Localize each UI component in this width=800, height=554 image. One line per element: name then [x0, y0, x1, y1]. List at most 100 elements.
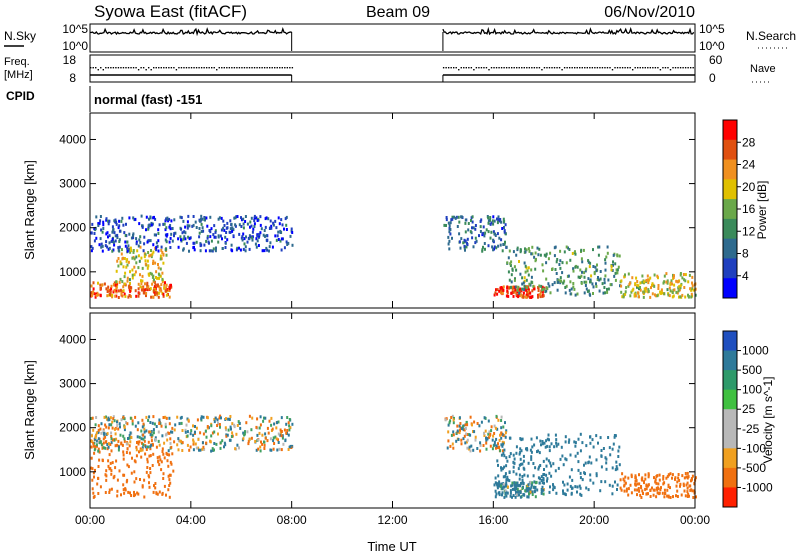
- velocity-echo-cell: [500, 482, 503, 486]
- power-echo-cell: [592, 248, 594, 252]
- velocity-echo-cell: [540, 475, 543, 479]
- freq-point: [556, 67, 558, 69]
- power-echo-cell: [683, 286, 686, 289]
- power-echo-cell: [483, 242, 486, 245]
- velocity-echo-cell: [465, 432, 468, 436]
- power-echo-cell: [153, 215, 155, 219]
- velocity-echo-cell: [134, 415, 137, 419]
- freq-point: [505, 67, 508, 69]
- power-echo-cell: [531, 295, 534, 299]
- power-echo-cell: [158, 273, 161, 277]
- freq-point: [100, 67, 102, 69]
- power-echo-cell: [168, 287, 171, 291]
- velocity-echo-cell: [279, 433, 282, 437]
- velocity-echo-cell: [519, 437, 522, 441]
- power-echo-cell: [156, 293, 159, 297]
- power-echo-cell: [154, 283, 157, 287]
- power-echo-cell: [91, 246, 94, 250]
- velocity-echo-cell: [107, 416, 110, 420]
- velocity-echo-cell: [517, 467, 520, 471]
- velocity-echo-cell: [496, 427, 499, 431]
- freq-point: [621, 67, 624, 69]
- velocity-echo-cell: [627, 487, 630, 491]
- power-echo-cell: [525, 278, 528, 282]
- velocity-echo-cell: [91, 487, 94, 491]
- power-echo-cell: [170, 232, 173, 236]
- freq-point: [170, 67, 173, 69]
- power-echo-cell: [233, 216, 236, 220]
- freq-point: [574, 67, 576, 69]
- velocity-echo-cell: [503, 434, 506, 438]
- power-echo-cell: [451, 215, 454, 219]
- velocity-echo-cell: [620, 488, 623, 492]
- power-echo-cell: [679, 286, 682, 290]
- power-echo-cell: [158, 285, 161, 289]
- velocity-echo-cell: [658, 492, 661, 496]
- power-echo-cell: [505, 294, 508, 298]
- velocity-echo-cell: [185, 423, 188, 427]
- velocity-echo-cell: [204, 429, 207, 433]
- power-echo-cell: [133, 265, 136, 269]
- power-echo-cell: [517, 285, 520, 289]
- velocity-echo-cell: [683, 476, 686, 480]
- velocity-echo-cell: [644, 487, 647, 491]
- velocity-echo-cell: [140, 455, 143, 459]
- power-echo-cell: [653, 273, 656, 277]
- velocity-echo-cell: [152, 428, 155, 432]
- power-echo-cell: [164, 289, 167, 293]
- power-echo-cell: [140, 282, 143, 286]
- power-echo-cell: [589, 280, 592, 284]
- velocity-echo-cell: [449, 419, 452, 423]
- power-echo-cell: [118, 240, 121, 243]
- velocity-echo-cell: [479, 441, 482, 445]
- power-echo-cell: [291, 231, 294, 234]
- velocity-echo-cell: [91, 478, 94, 482]
- velocity-echo-cell: [110, 469, 113, 473]
- power-echo-cell: [139, 285, 142, 289]
- velocity-ytick-label: 1000: [59, 465, 86, 479]
- velocity-echo-cell: [622, 477, 625, 481]
- velocity-echo-cell: [614, 480, 616, 484]
- velocity-echo-cell: [155, 445, 158, 449]
- power-echo-cell: [649, 276, 652, 280]
- velocity-echo-cell: [126, 463, 129, 467]
- power-echo-cell: [133, 273, 136, 277]
- power-echo-cell: [612, 260, 614, 264]
- velocity-echo-cell: [117, 439, 120, 443]
- velocity-echo-cell: [452, 430, 455, 434]
- power-echo-cell: [676, 280, 679, 284]
- velocity-echo-cell: [579, 449, 582, 453]
- freq-point: [243, 67, 246, 69]
- velocity-echo-cell: [170, 462, 173, 466]
- velocity-echo-cell: [90, 417, 93, 420]
- power-echo-cell: [259, 223, 262, 227]
- velocity-echo-cell: [210, 449, 213, 453]
- velocity-echo-cell: [574, 444, 577, 448]
- velocity-echo-cell: [275, 437, 278, 441]
- power-echo-cell: [627, 272, 630, 276]
- freq-point: [153, 67, 155, 69]
- velocity-echo-cell: [145, 448, 148, 451]
- power-echo-cell: [150, 272, 153, 276]
- power-echo-cell: [264, 234, 266, 238]
- power-echo-cell: [203, 243, 206, 247]
- power-echo-cell: [143, 255, 146, 259]
- power-echo-cell: [673, 288, 676, 292]
- power-echo-cell: [92, 291, 95, 295]
- power-echo-cell: [551, 267, 554, 271]
- power-echo-cell: [538, 293, 541, 297]
- power-echo-cell: [525, 293, 528, 297]
- power-echo-cell: [471, 215, 474, 219]
- velocity-echo-cell: [113, 438, 116, 442]
- power-echo-cell: [489, 218, 491, 222]
- power-echo-cell: [607, 287, 610, 291]
- velocity-echo-cell: [165, 432, 168, 436]
- power-echo-cell: [467, 222, 470, 225]
- power-echo-cell: [583, 280, 586, 284]
- power-echo-cell: [537, 295, 539, 299]
- velocity-echo-cell: [688, 484, 691, 488]
- power-echo-cell: [580, 274, 583, 278]
- power-echo-cell: [598, 245, 601, 249]
- power-echo-cell: [117, 248, 120, 252]
